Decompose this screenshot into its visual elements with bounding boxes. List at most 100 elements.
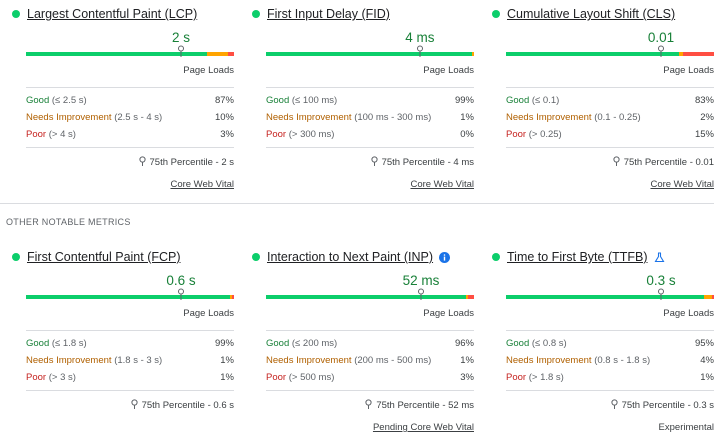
good-percent: 96% xyxy=(454,338,474,349)
status-dot-icon xyxy=(12,253,20,261)
good-range: (≤ 0.8 s) xyxy=(531,338,567,349)
metric-value: 0.01 xyxy=(647,30,675,45)
needs-improvement-percent: 1% xyxy=(460,112,474,123)
poor-percent: 15% xyxy=(694,129,714,140)
metric-card-lcp: Largest Contentful Paint (LCP) 2 s Page … xyxy=(12,5,234,190)
percentile-line: 75th Percentile - 2 s xyxy=(26,147,234,169)
distribution-table: Good (≤ 1.8 s) 99% Needs Improvement (1.… xyxy=(26,330,234,386)
row-needs-improvement: Needs Improvement (100 ms - 300 ms) 1% xyxy=(266,109,474,126)
section-divider xyxy=(0,203,714,204)
good-label: Good xyxy=(26,95,50,106)
metric-value-wrap: 0.3 s xyxy=(506,273,714,295)
status-dot-icon xyxy=(492,253,500,261)
pin-icon xyxy=(365,399,372,412)
needs-improvement-label: Needs Improvement xyxy=(266,112,352,123)
needs-improvement-range: (1.8 s - 3 s) xyxy=(114,355,163,366)
poor-label: Poor xyxy=(506,129,527,140)
page-loads-label: Page Loads xyxy=(663,308,714,319)
info-icon[interactable] xyxy=(439,251,451,263)
row-needs-improvement: Needs Improvement (200 ms - 500 ms) 1% xyxy=(266,352,474,369)
pin-icon xyxy=(138,156,146,169)
metric-title-link[interactable]: Interaction to Next Paint (INP) xyxy=(267,250,434,264)
percentile-line: 75th Percentile - 0.01 xyxy=(506,147,714,169)
distribution-table: Good (≤ 0.1) 83% Needs Improvement (0.1 … xyxy=(506,87,714,143)
distribution-table: Good (≤ 100 ms) 99% Needs Improvement (1… xyxy=(266,87,474,143)
needs-improvement-label: Needs Improvement xyxy=(506,112,592,123)
row-poor: Poor (> 4 s) 3% xyxy=(26,126,234,143)
needs-improvement-range: (2.5 s - 4 s) xyxy=(114,112,163,123)
row-poor: Poor (> 1.8 s) 1% xyxy=(506,369,714,386)
row-poor: Poor (> 500 ms) 3% xyxy=(266,369,474,386)
metric-title-link[interactable]: Time to First Byte (TTFB) xyxy=(507,250,648,264)
metric-card-fid: First Input Delay (FID) 4 ms Page Loads … xyxy=(252,5,474,190)
good-range: (≤ 200 ms) xyxy=(291,338,338,349)
web-vital-link[interactable]: Pending Core Web Vital xyxy=(372,422,474,433)
bar-segment-poor xyxy=(227,52,234,56)
good-percent: 87% xyxy=(214,95,234,106)
bar-segment-needs-improvement xyxy=(471,52,474,56)
bar-segment-good xyxy=(26,52,207,56)
metric-value: 0.6 s xyxy=(166,273,196,288)
experimental-label: Experimental xyxy=(658,422,714,433)
metric-header: First Contentful Paint (FCP) xyxy=(12,248,234,266)
flask-icon[interactable] xyxy=(654,251,665,263)
row-good: Good (≤ 0.1) 83% xyxy=(506,92,714,109)
row-good: Good (≤ 1.8 s) 99% xyxy=(26,335,234,352)
bar-segment-good xyxy=(506,52,679,56)
bar-segment-needs-improvement xyxy=(678,52,683,56)
metric-title-link[interactable]: First Input Delay (FID) xyxy=(267,7,390,21)
status-dot-icon xyxy=(252,10,260,18)
percentile-marker-icon xyxy=(177,44,184,62)
good-label: Good xyxy=(26,338,50,349)
percentile-line: 75th Percentile - 0.6 s xyxy=(26,390,234,412)
poor-percent: 3% xyxy=(220,129,234,140)
metric-value-wrap: 2 s xyxy=(26,30,234,52)
good-percent: 99% xyxy=(214,338,234,349)
bar-segment-good xyxy=(506,295,704,299)
needs-improvement-range: (100 ms - 300 ms) xyxy=(354,112,432,123)
web-vital-link[interactable]: Core Web Vital xyxy=(410,179,474,190)
good-percent: 99% xyxy=(454,95,474,106)
metric-title-link[interactable]: Cumulative Layout Shift (CLS) xyxy=(507,7,676,21)
row-good: Good (≤ 0.8 s) 95% xyxy=(506,335,714,352)
distribution-bar xyxy=(26,45,234,57)
row-poor: Poor (> 300 ms) 0% xyxy=(266,126,474,143)
needs-improvement-range: (0.1 - 0.25) xyxy=(594,112,641,123)
good-range: (≤ 1.8 s) xyxy=(51,338,87,349)
percentile-marker-icon xyxy=(417,287,424,305)
good-label: Good xyxy=(506,95,530,106)
poor-range: (> 1.8 s) xyxy=(528,372,564,383)
metric-header: Time to First Byte (TTFB) xyxy=(492,248,714,266)
good-label: Good xyxy=(266,95,290,106)
bar-segment-needs-improvement xyxy=(229,295,232,299)
metric-title-link[interactable]: Largest Contentful Paint (LCP) xyxy=(27,7,198,21)
percentile-text: 75th Percentile - 4 ms xyxy=(381,157,474,168)
distribution-table: Good (≤ 0.8 s) 95% Needs Improvement (0.… xyxy=(506,330,714,386)
row-good: Good (≤ 2.5 s) 87% xyxy=(26,92,234,109)
needs-improvement-percent: 10% xyxy=(214,112,234,123)
good-range: (≤ 100 ms) xyxy=(291,95,338,106)
percentile-marker-icon xyxy=(657,287,664,305)
pin-icon xyxy=(370,156,378,169)
percentile-text: 75th Percentile - 0.01 xyxy=(623,157,714,168)
poor-range: (> 0.25) xyxy=(528,129,562,140)
row-needs-improvement: Needs Improvement (1.8 s - 3 s) 1% xyxy=(26,352,234,369)
metric-card-cls: Cumulative Layout Shift (CLS) 0.01 Page … xyxy=(492,5,714,190)
percentile-text: 75th Percentile - 52 ms xyxy=(376,400,474,411)
bar-segment-poor xyxy=(711,295,714,299)
pin-icon xyxy=(610,399,618,412)
metric-value: 0.3 s xyxy=(646,273,676,288)
distribution-table: Good (≤ 2.5 s) 87% Needs Improvement (2.… xyxy=(26,87,234,143)
metric-card-inp: Interaction to Next Paint (INP) 52 ms Pa… xyxy=(252,248,474,433)
percentile-line: 75th Percentile - 4 ms xyxy=(266,147,474,169)
metric-value-wrap: 0.01 xyxy=(506,30,714,52)
poor-label: Poor xyxy=(26,372,47,383)
poor-label: Poor xyxy=(266,372,287,383)
percentile-text: 75th Percentile - 2 s xyxy=(149,157,235,168)
web-vital-link[interactable]: Core Web Vital xyxy=(170,179,234,190)
metric-card-ttfb: Time to First Byte (TTFB) 0.3 s Page Loa… xyxy=(492,248,714,433)
metric-title-link[interactable]: First Contentful Paint (FCP) xyxy=(27,250,181,264)
pin-icon xyxy=(613,156,620,169)
web-vital-link[interactable]: Core Web Vital xyxy=(650,179,714,190)
bar-segment-needs-improvement xyxy=(703,295,712,299)
